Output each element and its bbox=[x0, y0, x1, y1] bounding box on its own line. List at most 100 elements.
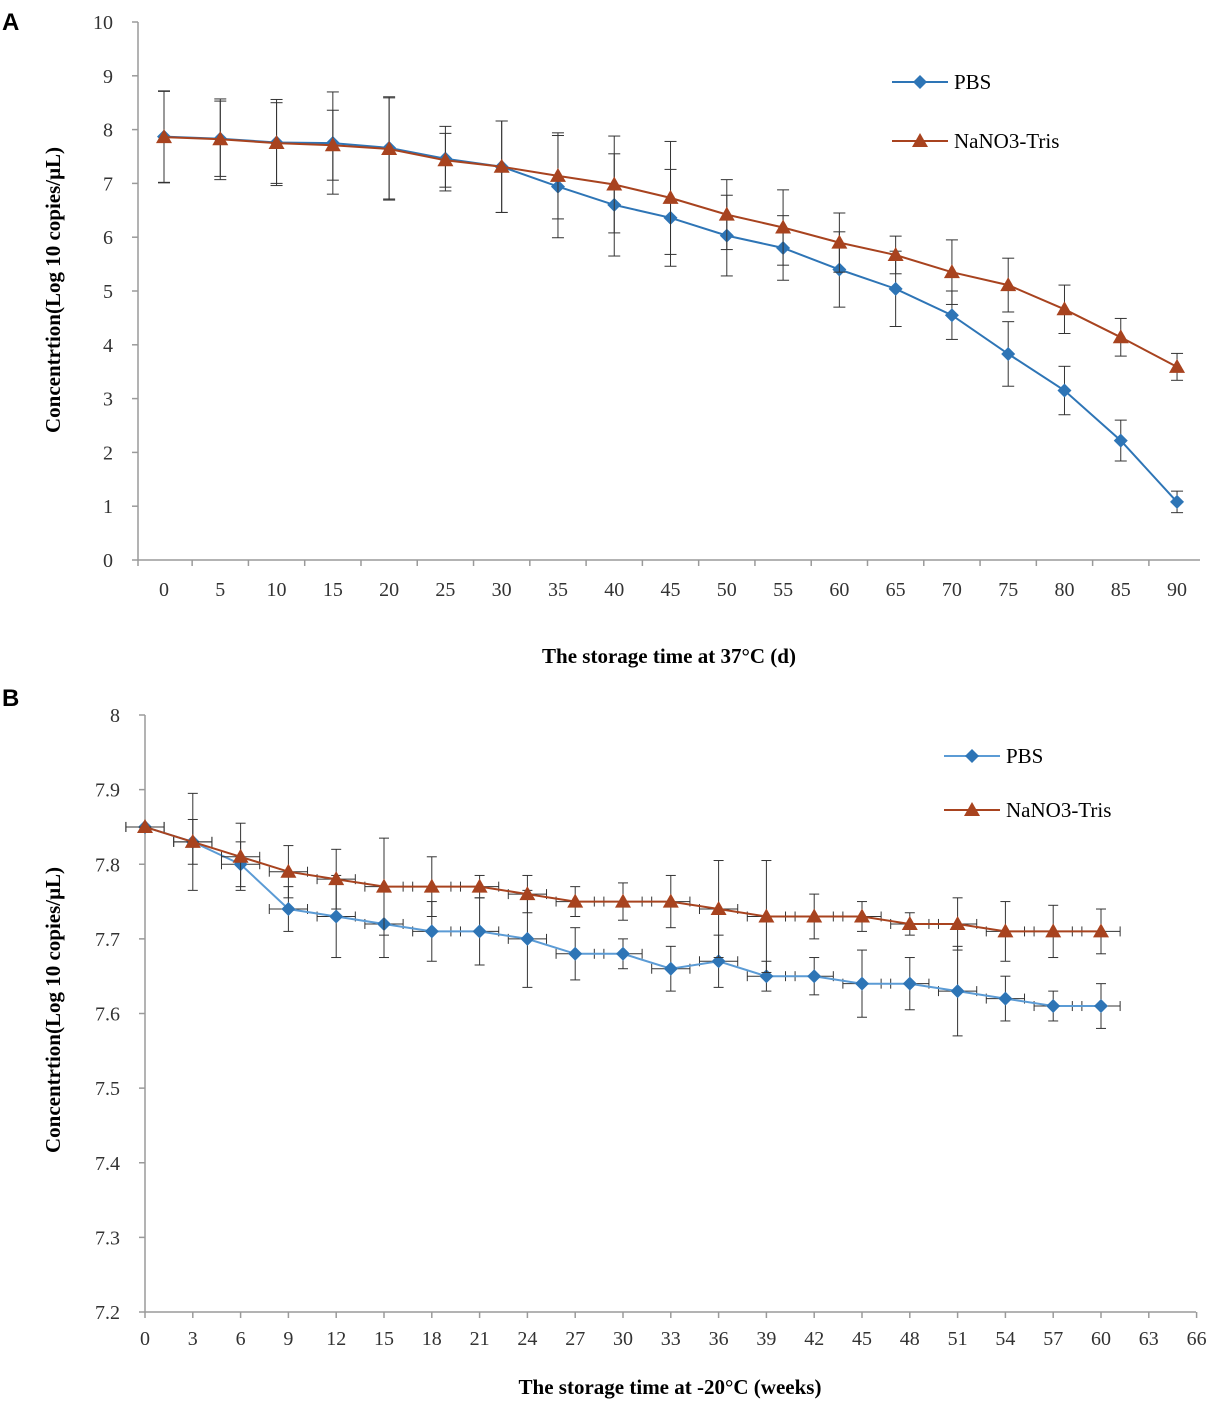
data-point bbox=[944, 308, 959, 323]
x-tick-label: 65 bbox=[886, 579, 906, 601]
x-tick-label: 66 bbox=[1187, 1328, 1207, 1350]
panel-a-y-ticks: 0 1 2 3 4 5 6 7 8 9 10 bbox=[93, 12, 138, 572]
data-point bbox=[997, 923, 1014, 938]
data-point bbox=[887, 246, 904, 261]
data-point bbox=[710, 901, 727, 916]
x-tick-label: 15 bbox=[374, 1328, 394, 1350]
panel-b-legend-pbs: PBS bbox=[944, 744, 1043, 768]
data-point bbox=[1170, 494, 1185, 509]
x-tick-label: 70 bbox=[942, 579, 962, 601]
y-tick-label: 9 bbox=[103, 66, 113, 88]
data-point bbox=[806, 908, 823, 923]
x-tick-label: 10 bbox=[267, 579, 287, 601]
panel-a-label: A bbox=[2, 9, 19, 36]
x-tick-label: 21 bbox=[470, 1328, 490, 1350]
x-tick-label: 45 bbox=[852, 1328, 872, 1350]
panel-b-x-label: The storage time at -20°C (weeks) bbox=[519, 1375, 822, 1399]
data-point bbox=[1169, 358, 1186, 373]
x-tick-label: 27 bbox=[565, 1328, 585, 1350]
data-point bbox=[718, 206, 735, 221]
y-tick-label: 7 bbox=[103, 173, 113, 195]
y-tick-label: 7.4 bbox=[95, 1153, 120, 1175]
panel-a-legend-pbs: PBS bbox=[892, 70, 991, 94]
y-tick-label: 7.9 bbox=[95, 780, 120, 802]
data-point bbox=[472, 924, 487, 939]
data-point bbox=[520, 931, 535, 946]
y-tick-label: 8 bbox=[110, 705, 120, 727]
x-tick-label: 45 bbox=[661, 579, 681, 601]
panel-a-x-label: The storage time at 37°C (d) bbox=[542, 644, 796, 668]
data-point bbox=[437, 152, 454, 167]
x-tick-label: 57 bbox=[1043, 1328, 1063, 1350]
x-tick-label: 85 bbox=[1111, 579, 1131, 601]
data-point bbox=[137, 818, 153, 833]
data-point bbox=[493, 158, 510, 173]
data-point bbox=[1093, 923, 1109, 938]
x-tick-label: 3 bbox=[188, 1328, 198, 1350]
data-point bbox=[281, 902, 296, 917]
data-point bbox=[831, 234, 848, 249]
data-point bbox=[184, 833, 201, 848]
legend-b-nanotris-label: NaNO3-Tris bbox=[1006, 798, 1111, 822]
data-point bbox=[616, 946, 630, 961]
data-point bbox=[1001, 346, 1016, 361]
legend-b-pbs-label: PBS bbox=[1006, 744, 1043, 768]
x-tick-label: 51 bbox=[948, 1328, 968, 1350]
y-tick-label: 7.2 bbox=[95, 1302, 120, 1324]
x-tick-label: 36 bbox=[709, 1328, 729, 1350]
x-tick-label: 15 bbox=[323, 579, 343, 601]
series-pbs bbox=[125, 818, 1121, 1037]
data-point bbox=[950, 984, 965, 999]
x-tick-label: 60 bbox=[1091, 1328, 1111, 1350]
panel-a-x-ticks: 0 5 10 15 20 25 30 35 40 45 50 55 60 65 70 75 80 85 90 bbox=[137, 560, 1187, 601]
legend-nanotris-triangle-icon bbox=[912, 133, 928, 147]
data-point bbox=[1094, 999, 1108, 1014]
x-tick-label: 0 bbox=[140, 1328, 150, 1350]
data-point bbox=[471, 878, 488, 893]
data-point bbox=[758, 908, 775, 923]
data-point bbox=[807, 969, 822, 984]
data-point bbox=[949, 915, 966, 930]
x-tick-label: 6 bbox=[236, 1328, 246, 1350]
y-tick-label: 6 bbox=[103, 227, 113, 249]
data-point bbox=[1112, 329, 1129, 344]
data-point bbox=[424, 924, 439, 939]
data-point bbox=[156, 129, 172, 144]
x-tick-label: 18 bbox=[422, 1328, 442, 1350]
data-point bbox=[381, 140, 398, 155]
y-tick-label: 7.7 bbox=[95, 929, 120, 951]
x-tick-label: 12 bbox=[326, 1328, 346, 1350]
legend-nanotris-label: NaNO3-Tris bbox=[954, 129, 1059, 153]
x-tick-label: 25 bbox=[435, 579, 455, 601]
data-point bbox=[376, 878, 392, 893]
data-point bbox=[775, 219, 792, 234]
y-tick-label: 7.6 bbox=[95, 1004, 120, 1026]
x-tick-label: 80 bbox=[1054, 579, 1074, 601]
data-point bbox=[519, 886, 536, 901]
x-tick-label: 20 bbox=[379, 579, 399, 601]
panel-a-legend-nanotris: NaNO3-Tris bbox=[892, 129, 1059, 153]
panel-a-y-label: Concentrtion(Log 10 copies/μL) bbox=[41, 147, 65, 433]
y-tick-label: 2 bbox=[103, 442, 113, 464]
x-tick-label: 55 bbox=[773, 579, 793, 601]
x-tick-label: 50 bbox=[717, 579, 737, 601]
panel-b: B 7.27.37.47.57.67.77.87.98 0 3 6 9 12 15 18 21… bbox=[2, 685, 1207, 1399]
data-point bbox=[1056, 301, 1073, 316]
data-point bbox=[662, 189, 679, 204]
y-tick-label: 7.8 bbox=[95, 854, 120, 876]
data-point bbox=[1046, 999, 1061, 1014]
x-tick-label: 5 bbox=[215, 579, 225, 601]
data-point bbox=[663, 961, 678, 976]
data-point bbox=[268, 135, 285, 150]
x-tick-label: 24 bbox=[517, 1328, 537, 1350]
data-point bbox=[888, 281, 903, 296]
data-point bbox=[232, 848, 249, 863]
panel-a-legend: PBS NaNO3-Tris bbox=[892, 70, 1059, 153]
panel-b-y-label: Concentrtion(Log 10 copies/μL) bbox=[41, 867, 65, 1153]
x-tick-label: 9 bbox=[283, 1328, 293, 1350]
x-tick-label: 60 bbox=[829, 579, 849, 601]
data-point bbox=[280, 863, 297, 878]
legend-b-pbs-diamond-icon bbox=[965, 749, 979, 763]
